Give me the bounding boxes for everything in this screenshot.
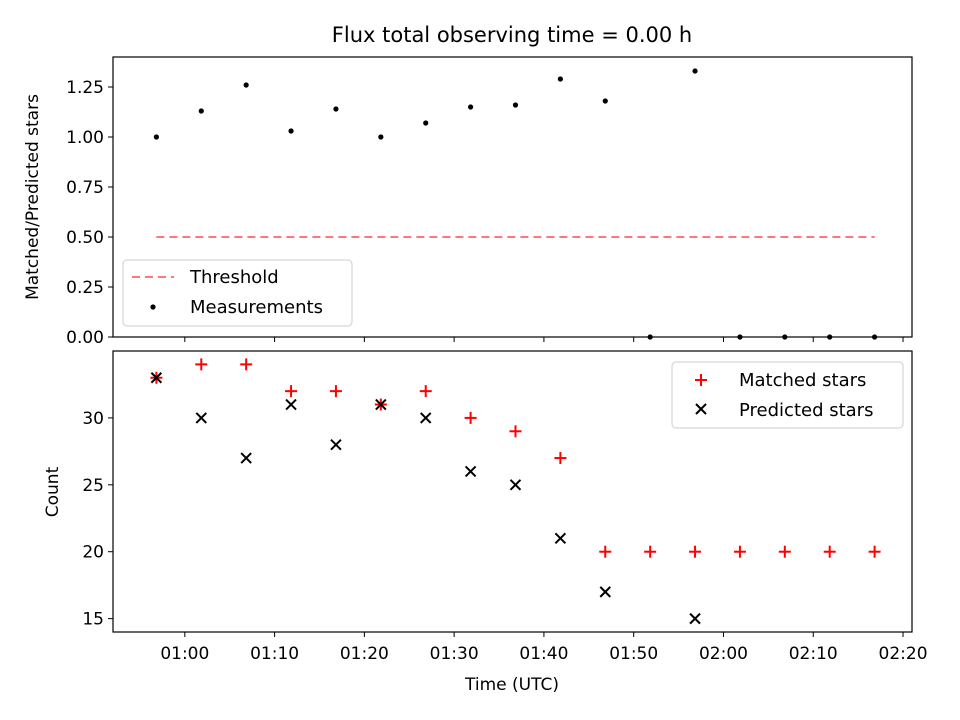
matched-star-point — [644, 545, 657, 558]
predicted-star-point — [554, 532, 567, 545]
matched-star-point — [554, 452, 567, 465]
measurement-point — [333, 106, 339, 112]
predicted-star-point — [375, 398, 387, 411]
predicted-star-point — [599, 586, 611, 598]
matched-star-point — [868, 545, 881, 558]
x-tick-label: 01:40 — [519, 644, 568, 664]
bottom-legend: Matched stars Predicted stars — [671, 361, 904, 429]
measurement-point — [243, 82, 249, 88]
matched-star-point — [778, 545, 791, 558]
measurement-point — [692, 68, 698, 74]
matched-star-point — [599, 545, 612, 558]
top-y-tick-label: 0.50 — [66, 228, 104, 248]
predicted-star-point — [285, 398, 297, 411]
measurement-point — [557, 76, 563, 82]
top-legend: Threshold Measurements — [122, 259, 353, 327]
predicted-star-point — [509, 479, 522, 491]
top-y-tick-label: 0.75 — [66, 178, 104, 198]
top-y-tick-label: 1.00 — [66, 128, 104, 148]
x-axis-label: Time (UTC) — [464, 675, 559, 695]
top-plot-area: 0.00 0.25 0.50 0.75 1.00 1.25 — [66, 68, 904, 348]
matched-star-point — [240, 358, 253, 371]
top-legend-box — [122, 259, 353, 327]
matched-star-point — [285, 385, 298, 398]
matched-star-point — [464, 411, 477, 424]
top-y-tick-label: 0.25 — [66, 278, 104, 298]
matched-star-point — [419, 385, 432, 398]
measurement-point — [153, 134, 159, 140]
predicted-star-point — [240, 452, 252, 464]
top-y-axis-label: Matched/Predicted stars — [23, 94, 43, 300]
matched-star-point — [733, 545, 746, 558]
bottom-y-tick-label: 30 — [82, 409, 104, 429]
predicted-star-point — [420, 412, 432, 424]
legend-matched-swatch — [695, 374, 707, 386]
bottom-axes-frame — [112, 350, 913, 633]
predicted-star-point — [689, 612, 701, 625]
predicted-star-point — [330, 438, 342, 451]
measurement-point — [602, 98, 608, 104]
x-tick-label: 01:00 — [160, 644, 209, 664]
legend-measurements-label: Measurements — [190, 297, 323, 318]
x-tick-label: 01:10 — [250, 644, 299, 664]
matched-star-point — [689, 545, 702, 558]
top-y-tick-label: 0.00 — [66, 328, 104, 348]
measurement-point — [512, 102, 519, 108]
matched-star-point — [329, 385, 342, 398]
top-axes-frame — [112, 56, 913, 338]
x-tick-label: 02:10 — [789, 644, 838, 664]
bottom-y-tick-label: 15 — [82, 610, 104, 630]
top-panel: Flux total observing time = 0.00 h Match… — [23, 23, 913, 348]
measurement-point — [288, 128, 294, 134]
x-tick-label: 02:20 — [879, 644, 928, 664]
bottom-legend-box — [671, 361, 904, 429]
legend-predicted-swatch — [695, 403, 707, 415]
predicted-star-point — [150, 372, 163, 384]
matched-star-point — [195, 358, 208, 371]
predicted-star-point — [195, 412, 207, 424]
bottom-y-axis-label: Count — [43, 466, 63, 517]
legend-threshold-label: Threshold — [189, 267, 279, 288]
bottom-y-tick-label: 20 — [82, 543, 104, 563]
legend-measurements-swatch — [150, 304, 156, 310]
predicted-star-point — [464, 465, 477, 478]
measurement-point — [378, 134, 384, 140]
matched-star-point — [823, 545, 836, 558]
x-tick-label: 01:50 — [609, 644, 658, 664]
measurement-point — [423, 120, 429, 126]
top-chart-title: Flux total observing time = 0.00 h — [332, 23, 692, 47]
bottom-y-tick-label: 25 — [82, 476, 104, 496]
legend-matched-label: Matched stars — [739, 370, 866, 391]
x-tick-label: 01:30 — [430, 644, 479, 664]
matched-star-point — [509, 425, 522, 438]
legend-predicted-label: Predicted stars — [739, 400, 873, 421]
measurement-point — [198, 108, 204, 114]
x-tick-label: 02:00 — [699, 644, 748, 664]
x-tick-label: 01:20 — [340, 644, 389, 664]
bottom-panel: Count Time (UTC) 15 20 25 30 01:00 01:10 01:20… — [43, 350, 928, 695]
bottom-plot-area: 15 20 25 30 01:00 01:10 01:20 01:30 01:40 01:50 02… — [82, 358, 928, 664]
top-y-tick-label: 1.25 — [66, 78, 104, 98]
measurement-point — [468, 104, 474, 110]
